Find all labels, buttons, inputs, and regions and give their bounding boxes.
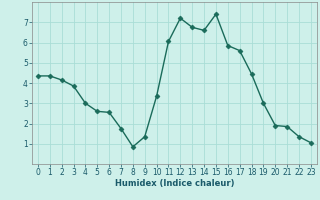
X-axis label: Humidex (Indice chaleur): Humidex (Indice chaleur) xyxy=(115,179,234,188)
